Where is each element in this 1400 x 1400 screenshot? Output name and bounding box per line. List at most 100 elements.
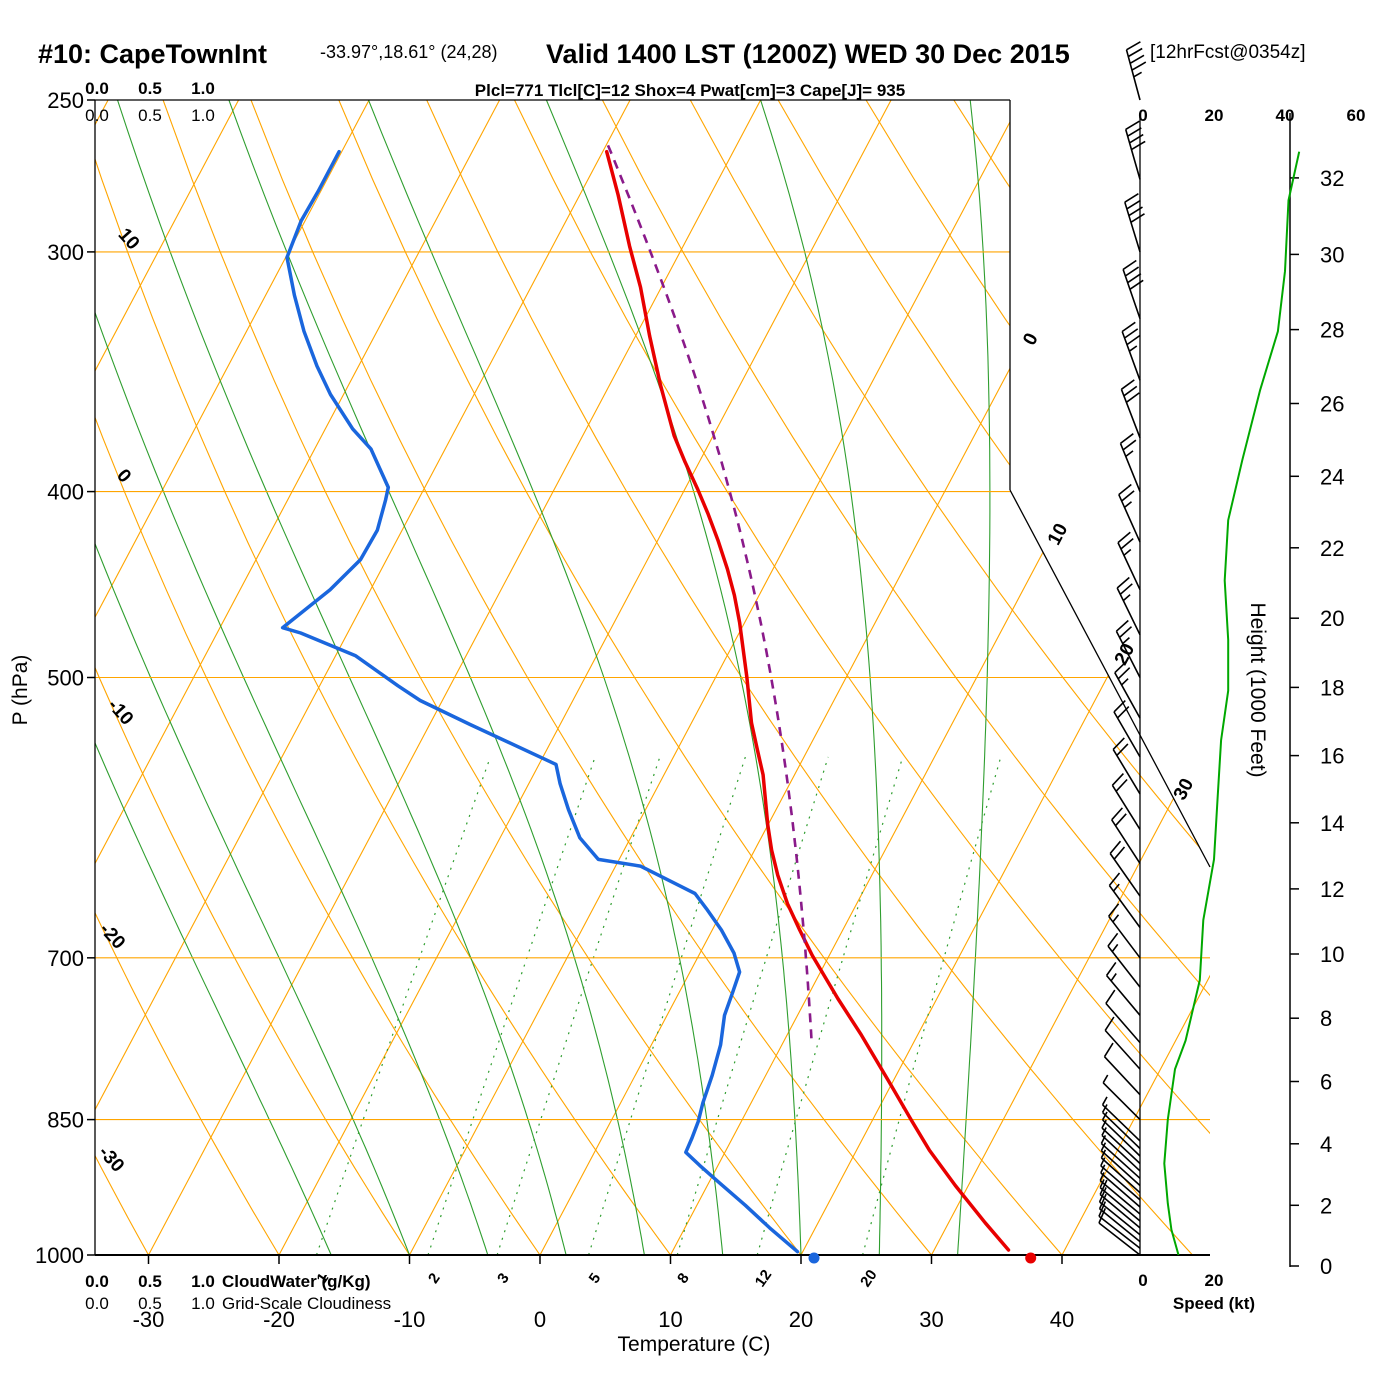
speed-tick-label: 0 <box>1138 106 1147 125</box>
height-tick-label: 32 <box>1320 166 1344 191</box>
wind-barb <box>1125 41 1147 101</box>
wind-barb <box>1105 989 1141 1044</box>
cloud-scale-label: 1.0 <box>191 1294 215 1313</box>
sounding-curves <box>280 144 1011 1254</box>
height-tick-label: 30 <box>1320 242 1344 267</box>
mixing-ratio-label: 12 <box>752 1267 775 1290</box>
wind-barb <box>1098 1193 1141 1243</box>
temp-tick-label: 30 <box>919 1307 943 1332</box>
dry-adiabat-line <box>95 100 410 1255</box>
height-tick-label: 14 <box>1320 811 1344 836</box>
mixing-ratio-label: 20 <box>857 1267 880 1290</box>
wind-barb <box>1111 807 1141 864</box>
isotherm-line <box>95 100 370 1255</box>
height-tick-label: 0 <box>1320 1254 1332 1279</box>
isotherm-label: 10 <box>1044 520 1072 549</box>
dry-adiabat-line <box>689 100 1210 1255</box>
wind-barb <box>1100 1149 1141 1194</box>
dewpoint-curve <box>280 149 800 1254</box>
height-tick-label: 10 <box>1320 942 1344 967</box>
wind-barb <box>1101 1111 1141 1157</box>
wind-barb <box>1108 903 1141 959</box>
moist-adiabat-line <box>957 100 991 1255</box>
mixing-ratio-label: 2 <box>425 1270 444 1287</box>
station-title: #10: CapeTownInt <box>38 39 267 69</box>
pressure-tick-label: 1000 <box>35 1243 84 1268</box>
mixing-ratio-line <box>676 756 829 1255</box>
wind-barb <box>1112 737 1141 795</box>
temperature-curve <box>604 149 1011 1252</box>
isotherm-label: 20 <box>1111 640 1139 669</box>
cloud-scale-label: 0.5 <box>138 1272 162 1291</box>
speed-tick-label: 0 <box>1138 1271 1147 1290</box>
isotherm-line <box>931 100 1210 1255</box>
temp-tick-label: 10 <box>658 1307 682 1332</box>
wind-barb <box>1107 932 1141 988</box>
wind-barb <box>1101 1119 1141 1165</box>
wind-barb <box>1099 1172 1141 1215</box>
wind-barb <box>1118 483 1141 543</box>
pressure-tick-label: 850 <box>47 1108 84 1133</box>
wind-barb <box>1119 433 1141 492</box>
dry-adiabat-line <box>95 100 541 1255</box>
wind-barb <box>1113 700 1141 758</box>
dry-adiabat-label: -10 <box>103 695 137 729</box>
wind-barb <box>1121 321 1141 381</box>
wind-barb <box>1109 840 1141 897</box>
wind-barb <box>1111 773 1141 830</box>
dry-adiabat-line <box>426 100 1193 1255</box>
pressure-tick-label: 700 <box>47 946 84 971</box>
cloud-scale-label: 1.0 <box>191 79 215 98</box>
dry-adiabat-line <box>250 100 932 1255</box>
dry-adiabat-line <box>777 100 1210 1255</box>
wind-barb <box>1101 1104 1141 1150</box>
isotherm-line <box>1061 100 1210 1255</box>
height-tick-label: 26 <box>1320 392 1344 417</box>
height-tick-label: 18 <box>1320 675 1344 700</box>
wind-barb <box>1104 1016 1141 1070</box>
moist-adiabat-line <box>95 100 411 1255</box>
wind-barb <box>1124 120 1146 180</box>
cloud-scale-label: 0.5 <box>138 79 162 98</box>
cloud-scale-label: 0.5 <box>138 106 162 125</box>
speed-tick-label: 20 <box>1205 106 1224 125</box>
mixing-ratio-label: 8 <box>674 1270 693 1287</box>
height-tick-label: 4 <box>1320 1132 1332 1157</box>
height-tick-label: 28 <box>1320 318 1344 343</box>
height-tick-label: 24 <box>1320 464 1344 489</box>
cloud-scale-label: 0.0 <box>85 1272 109 1291</box>
cloud-scale-label: 0.5 <box>138 1294 162 1313</box>
dry-adiabat-line <box>1217 100 1400 1255</box>
dry-adiabat-line <box>338 100 1063 1255</box>
wind-barb <box>1100 1142 1141 1187</box>
height-axis-label: Height (1000 Feet) <box>1246 602 1269 777</box>
dry-adiabat-line <box>162 100 802 1255</box>
wind-barb <box>1105 961 1141 1016</box>
isotherm-label: 0 <box>1019 330 1043 349</box>
wind-barb <box>1103 1042 1141 1096</box>
wind-barb <box>1099 1179 1141 1222</box>
wind-barb <box>1116 576 1141 636</box>
surface-dewpoint-dot <box>808 1252 820 1264</box>
speed-tick-label: 40 <box>1276 106 1295 125</box>
pressure-tick-label: 300 <box>47 240 84 265</box>
moist-adiabat-line <box>95 100 332 1255</box>
pressure-axis-label: P (hPa) <box>9 655 32 726</box>
valid-time: Valid 1400 LST (1200Z) WED 30 Dec 2015 <box>546 39 1070 69</box>
speed-axis-label: Speed (kt) <box>1173 1294 1255 1313</box>
height-tick-label: 12 <box>1320 877 1344 902</box>
wind-barb <box>1120 379 1141 439</box>
cloud-scale-label: 0.0 <box>85 106 109 125</box>
wind-barb <box>1098 1201 1141 1249</box>
wind-barb <box>1101 1127 1141 1172</box>
mixing-ratio-line <box>427 756 596 1255</box>
temp-axis-label: Temperature (C) <box>618 1333 771 1356</box>
height-tick-label: 8 <box>1320 1006 1332 1031</box>
wind-barb <box>1098 1187 1141 1236</box>
temp-tick-label: 20 <box>789 1307 813 1332</box>
temp-tick-label: 40 <box>1050 1307 1074 1332</box>
wind-barb <box>1114 661 1141 719</box>
background-lines <box>95 100 1400 1255</box>
pressure-tick-label: 250 <box>47 88 84 113</box>
